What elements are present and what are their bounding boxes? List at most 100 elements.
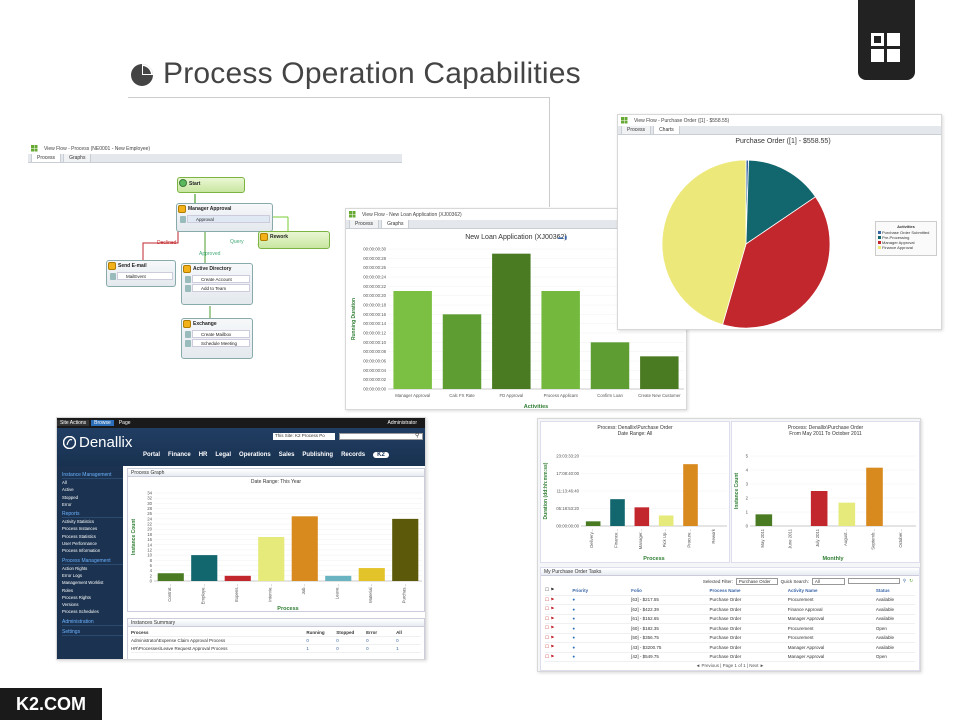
left-nav-group-title[interactable]: Reports — [62, 511, 123, 519]
row-checkbox[interactable]: ☐ ⚑ — [545, 653, 555, 659]
table-cell[interactable]: 1 — [396, 646, 399, 651]
task-row[interactable]: ☐ ⚑ ● [50] - $356.75 Purchase Order Procurem… — [545, 634, 915, 643]
bar[interactable] — [683, 464, 698, 526]
left-nav-group-title[interactable]: Administration — [62, 619, 123, 626]
bar[interactable] — [393, 291, 432, 389]
left-nav-item[interactable]: Process Information — [62, 548, 101, 554]
table-cell[interactable]: 0 — [366, 646, 369, 651]
bar[interactable] — [585, 521, 601, 526]
column-header[interactable]: Process Name — [709, 587, 741, 593]
node-active-directory[interactable]: Active Directory Create Account Add to T… — [181, 263, 253, 305]
refresh-icon[interactable]: ↻ — [909, 578, 913, 583]
bar[interactable] — [157, 573, 184, 581]
table-cell[interactable]: 1 — [306, 646, 309, 651]
loan-chart-toolbar[interactable]: ▬ ▮ — [558, 235, 568, 241]
left-nav-item[interactable]: Versions — [62, 602, 79, 608]
left-nav-item[interactable]: Stopped — [62, 494, 79, 500]
quick-search-input[interactable] — [847, 578, 900, 584]
left-nav-group-title[interactable]: Process Management — [62, 558, 123, 565]
bar[interactable] — [755, 514, 773, 526]
search-scope[interactable]: This Site: K2 Process Po — [273, 433, 335, 440]
tab-process[interactable]: Process — [349, 219, 380, 228]
nav-item-operations[interactable]: Operations — [239, 452, 271, 458]
left-nav-item[interactable]: User Performance — [62, 541, 97, 547]
table-cell[interactable]: 0 — [396, 638, 399, 643]
nav-item-legal[interactable]: Legal — [215, 452, 232, 458]
search-icon[interactable]: ⚲ — [415, 433, 420, 439]
nav-item-publishing[interactable]: Publishing — [302, 452, 334, 458]
bar[interactable] — [358, 568, 385, 581]
search-input[interactable] — [339, 433, 423, 440]
left-nav-item[interactable]: Process Schedules — [62, 609, 99, 615]
left-nav-item[interactable]: All — [62, 480, 67, 485]
node-exchange[interactable]: Exchange Create Mailbox Schedule Meeting — [181, 318, 253, 359]
table-cell[interactable]: [61] - $152.65 — [631, 616, 659, 622]
tab-process[interactable]: Process — [621, 125, 652, 134]
task-row[interactable]: ☐ ⚑ ● [61] - $152.65 Purchase Order Manager … — [545, 615, 915, 624]
bar[interactable] — [392, 518, 419, 581]
bar[interactable] — [492, 253, 531, 389]
node-manager-approval[interactable]: Manager Approval Approval — [176, 203, 273, 232]
ribbon-tab-page[interactable]: Page — [118, 420, 131, 426]
bar[interactable] — [634, 507, 650, 526]
bar[interactable] — [640, 356, 679, 389]
row-checkbox[interactable]: ☐ ⚑ — [545, 625, 555, 631]
table-cell[interactable]: [63] - $217.55 — [631, 597, 659, 603]
table-cell[interactable]: 0 — [336, 638, 339, 643]
node-start[interactable]: Start — [177, 177, 245, 193]
bar[interactable] — [866, 467, 883, 526]
event-add-to-team[interactable]: Add to Team — [185, 284, 250, 292]
site-actions-menu[interactable]: Site Actions — [57, 420, 90, 426]
bar[interactable] — [610, 499, 625, 526]
task-row[interactable]: ☐ ⚑ ● [63] - $217.55 Purchase Order Procurem… — [545, 596, 915, 605]
bar[interactable] — [291, 516, 318, 581]
row-checkbox[interactable]: ☐ ⚑ — [545, 596, 555, 602]
event-create-account[interactable]: Create Account — [185, 275, 250, 283]
nav-item-hr[interactable]: HR — [198, 452, 208, 458]
event-approval[interactable]: Approval — [180, 215, 270, 223]
table-cell[interactable]: [60] - $182.35 — [631, 625, 659, 631]
nav-item-sales[interactable]: Sales — [278, 452, 295, 458]
left-nav-group-title[interactable]: Settings — [62, 629, 123, 636]
tab-charts[interactable]: Charts — [653, 125, 680, 134]
task-row[interactable]: ☐ ⚑ ● [60] - $182.35 Purchase Order Procurem… — [545, 624, 915, 634]
table-cell[interactable]: 0 — [366, 638, 369, 643]
nav-item-finance[interactable]: Finance — [168, 452, 191, 458]
left-nav-item[interactable]: Error Logs — [62, 572, 83, 578]
bar[interactable] — [541, 291, 580, 389]
nav-item-portal[interactable]: Portal — [143, 452, 161, 458]
bar[interactable] — [224, 575, 251, 581]
bar[interactable] — [590, 342, 630, 389]
task-row[interactable]: ☐ ⚑ ● [42] - $549.75 Purchase Order Manager … — [545, 653, 915, 662]
event-mailevent[interactable]: MailEvent — [110, 272, 173, 280]
left-nav-item[interactable]: Process Statistics — [62, 533, 96, 539]
row-checkbox[interactable]: ☐ ⚑ — [545, 615, 555, 621]
column-header[interactable]: Status — [875, 587, 890, 593]
tasks-pager[interactable]: ◄ Previous | Page 1 of 1 | Next ► — [695, 663, 765, 668]
pie-slice[interactable] — [745, 159, 817, 245]
event-schedule-meeting[interactable]: Schedule Meeting — [185, 339, 250, 347]
row-checkbox[interactable]: ☐ ⚑ — [545, 644, 555, 650]
node-send-email[interactable]: Send E-mail MailEvent — [106, 260, 176, 287]
quick-search-select[interactable]: All — [811, 577, 845, 585]
bar[interactable] — [658, 515, 674, 527]
event-create-mailbox[interactable]: Create Mailbox — [185, 330, 250, 338]
bar[interactable] — [442, 314, 482, 389]
table-cell[interactable]: 0 — [306, 638, 309, 643]
bar[interactable] — [325, 575, 352, 581]
nav-item-k2[interactable]: K2 — [373, 452, 389, 458]
task-row[interactable]: ☐ ⚑ ● [43] - $3200.75 Purchase Order Manager… — [545, 643, 915, 653]
ribbon-tab-browse[interactable]: Browse — [91, 420, 114, 426]
row-checkbox[interactable]: ☐ ⚑ — [545, 634, 555, 640]
filter-select[interactable]: Purchase Order — [735, 577, 778, 585]
column-header[interactable]: Folio — [631, 587, 642, 593]
row-checkbox[interactable]: ☐ ⚑ — [545, 606, 555, 612]
left-nav-item[interactable]: Process Rights — [62, 594, 91, 600]
bar[interactable] — [191, 555, 218, 581]
left-nav-item[interactable]: Activity Statistics — [62, 519, 94, 525]
bar[interactable] — [838, 502, 856, 526]
nav-item-records[interactable]: Records — [341, 452, 366, 458]
table-cell[interactable]: 0 — [336, 646, 339, 651]
pie-slice[interactable] — [722, 196, 831, 329]
table-cell[interactable]: [42] - $549.75 — [631, 654, 659, 660]
